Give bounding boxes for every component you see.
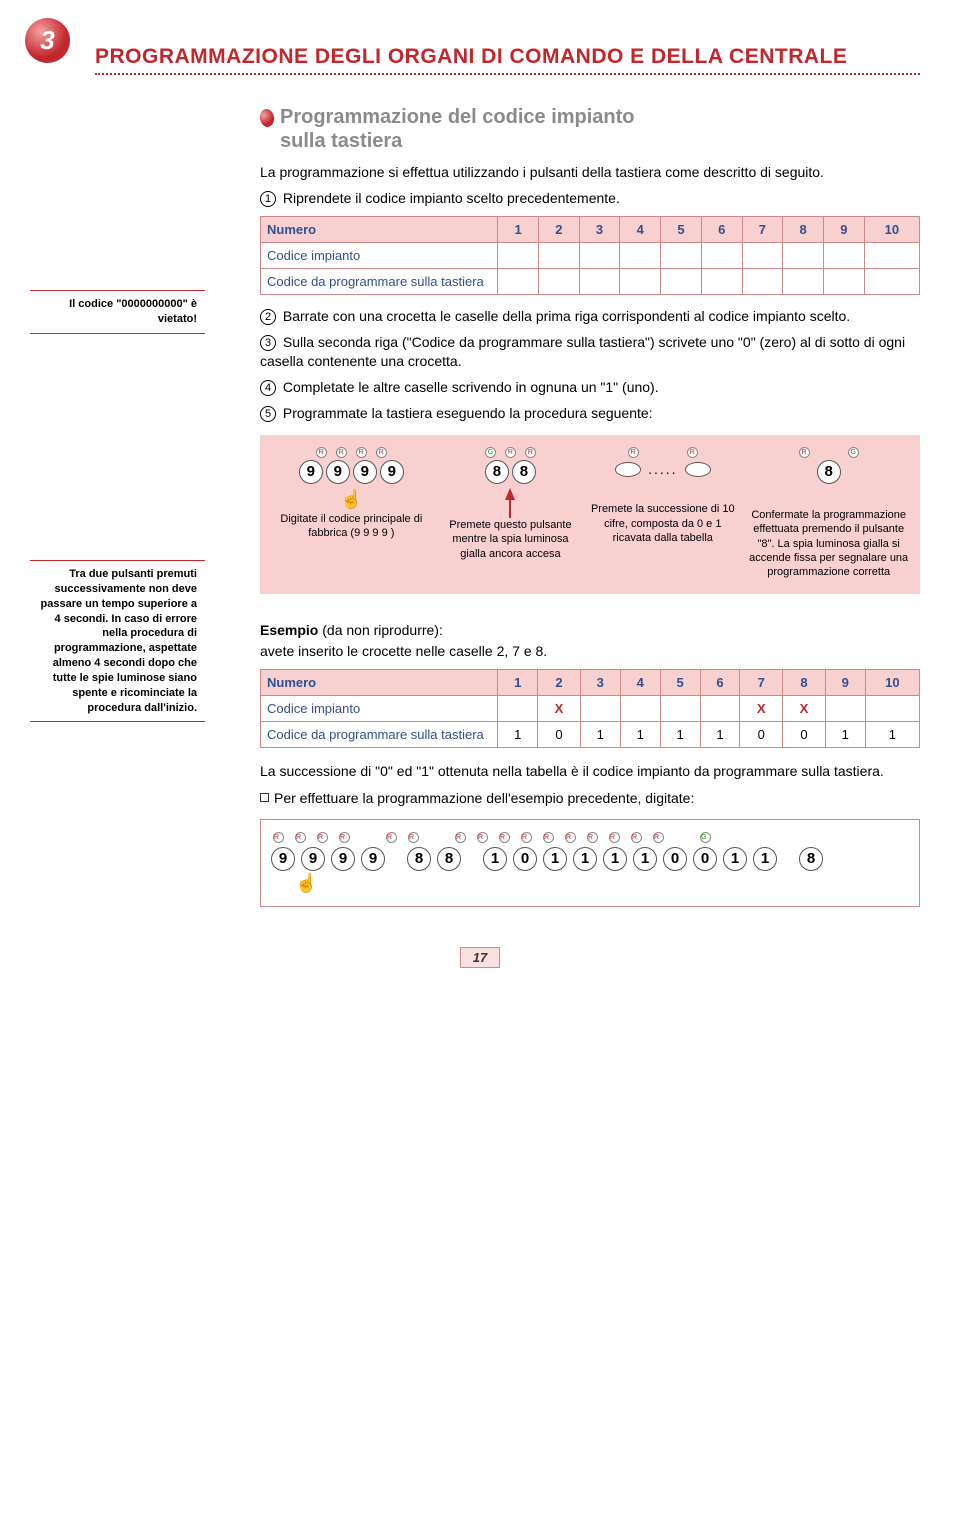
sidebar-note-2: Tra due pulsanti premuti successivamente…: [30, 560, 205, 722]
chapter-number: 3: [40, 25, 54, 56]
keypad-button[interactable]: 1: [603, 847, 627, 871]
sequence-box: RRRRRRRRRRRRRRRRG 99998810111100118 ☝: [260, 819, 920, 907]
sidebar-note-1: Il codice "0000000000" è vietato!: [30, 290, 205, 334]
keypad-button[interactable]: 8: [799, 847, 823, 871]
step-3: 3 Sulla seconda riga ("Codice da program…: [260, 333, 920, 372]
hand-icon: ☝: [270, 488, 433, 511]
oval-button[interactable]: [685, 462, 711, 477]
keypad-button[interactable]: 8: [407, 847, 431, 871]
keypad-button[interactable]: 9: [299, 460, 323, 484]
keypad-button[interactable]: 1: [723, 847, 747, 871]
keypad-button[interactable]: 1: [543, 847, 567, 871]
example-after1: La successione di "0" ed "1" ottenuta ne…: [260, 762, 920, 782]
dotted-rule: [95, 73, 920, 75]
proc-col-3: RR ..... Premete la successione di 10 ci…: [588, 447, 737, 545]
step-4: 4 Completate le altre caselle scrivendo …: [260, 378, 920, 398]
table-example: Numero 12345678910 Codice impiantoXXX Co…: [260, 669, 920, 748]
procedure-box: RRRR 9 9 9 9 ☝ Digitate il codice princi…: [260, 435, 920, 593]
hand-icon: ☝: [295, 873, 909, 894]
keypad-button[interactable]: 9: [301, 847, 325, 871]
table-blank: Numero 12345678910 Codice impianto Codic…: [260, 216, 920, 295]
intro-text: La programmazione si effettua utilizzand…: [260, 163, 920, 183]
step-2: 2 Barrate con una crocetta le caselle de…: [260, 307, 920, 327]
chapter-title: PROGRAMMAZIONE DEGLI ORGANI DI COMANDO E…: [95, 30, 920, 69]
step-5: 5 Programmate la tastiera eseguendo la p…: [260, 404, 920, 424]
keypad-button[interactable]: 9: [380, 460, 404, 484]
step-1: 1 Riprendete il codice impianto scelto p…: [260, 189, 920, 209]
page-number: 17: [460, 947, 500, 968]
bullet-icon: [259, 108, 276, 128]
keypad-button[interactable]: 1: [483, 847, 507, 871]
oval-button[interactable]: [615, 462, 641, 477]
proc-col-4: RG 8 Confermate la programmazione effett…: [747, 447, 910, 579]
keypad-button[interactable]: 0: [513, 847, 537, 871]
example-title: Esempio (da non riprodurre):: [260, 622, 920, 638]
keypad-button[interactable]: 8: [437, 847, 461, 871]
checkbox-icon: [260, 793, 269, 802]
keypad-button[interactable]: 0: [663, 847, 687, 871]
section-title: Programmazione del codice impianto sulla…: [260, 105, 920, 153]
example-line2: avete inserito le crocette nelle caselle…: [260, 642, 920, 662]
keypad-button[interactable]: 1: [633, 847, 657, 871]
keypad-button[interactable]: 0: [693, 847, 717, 871]
chapter-badge: 3: [25, 18, 70, 63]
keypad-button[interactable]: 9: [326, 460, 350, 484]
keypad-button[interactable]: 9: [361, 847, 385, 871]
keypad-button[interactable]: 8: [817, 460, 841, 484]
keypad-button[interactable]: 1: [753, 847, 777, 871]
arrow-icon: [505, 488, 515, 500]
example-after2: Per effettuare la programmazione dell'es…: [260, 788, 920, 809]
keypad-button[interactable]: 9: [331, 847, 355, 871]
proc-col-1: RRRR 9 9 9 9 ☝ Digitate il codice princi…: [270, 447, 433, 540]
keypad-button[interactable]: 1: [573, 847, 597, 871]
keypad-button[interactable]: 9: [353, 460, 377, 484]
keypad-button[interactable]: 8: [485, 460, 509, 484]
proc-col-2: GRR 8 8 Premete questo pulsante mentre l…: [443, 447, 579, 561]
keypad-button[interactable]: 9: [271, 847, 295, 871]
th-numero: Numero: [261, 217, 498, 243]
keypad-button[interactable]: 8: [512, 460, 536, 484]
